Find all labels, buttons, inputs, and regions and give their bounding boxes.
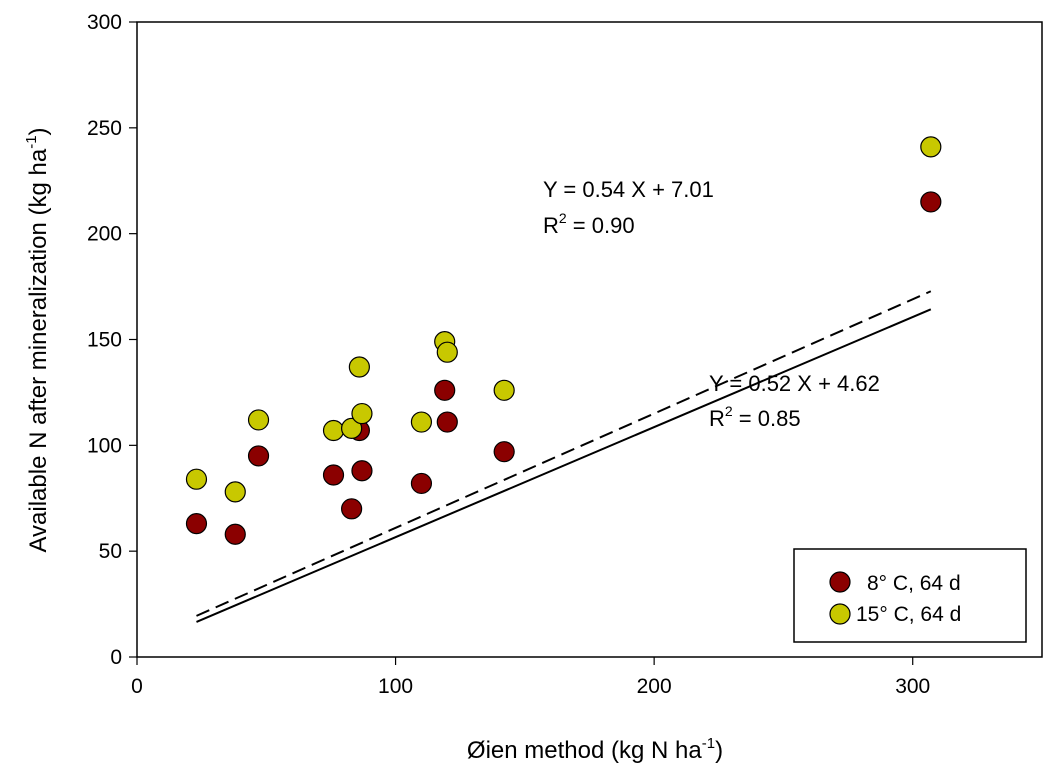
y-tick-label: 100 (87, 434, 122, 457)
y-tick-label: 50 (99, 540, 122, 563)
data-point-8c (434, 379, 456, 401)
y-tick-label: 0 (110, 646, 122, 669)
data-point-8c (341, 498, 363, 520)
data-point-15c (351, 402, 373, 425)
x-tick-label: 0 (131, 675, 143, 698)
y-tick-label: 300 (87, 11, 122, 34)
x-axis-title: Øien method (kg N ha-1) (467, 735, 723, 764)
legend-label-8c: 8° C, 64 d (867, 572, 961, 595)
data-point-8c (436, 411, 458, 433)
regression-line-15c (196, 290, 932, 617)
data-point-15c (410, 411, 433, 433)
data-point-15c (247, 409, 270, 431)
data-point-15c (185, 468, 208, 490)
data-point-15c (341, 417, 363, 439)
equation-8c-line1: Y = 0.52 X + 4.62 (709, 371, 880, 396)
x-tick-label: 300 (895, 675, 930, 698)
equation-15c-line1: Y = 0.54 X + 7.01 (543, 177, 714, 202)
data-point-15c (224, 481, 246, 503)
x-tick-label: 200 (637, 675, 672, 698)
data-point-8c (185, 513, 208, 535)
legend-marker-8c (829, 571, 851, 593)
equation-8c-r2: R2 = 0.85 (709, 403, 801, 431)
data-point-8c (920, 191, 942, 213)
data-point-15c (348, 356, 370, 378)
y-tick-label: 200 (87, 223, 122, 246)
data-point-8c (493, 441, 515, 463)
y-axis-title: Available N after mineralization (kg ha-… (23, 127, 52, 552)
data-point-15c (436, 341, 458, 363)
data-point-15c (920, 136, 942, 158)
legend-marker-15c (829, 603, 851, 625)
y-tick-label: 250 (87, 117, 122, 140)
data-point-8c (322, 464, 345, 486)
x-tick-label: 100 (378, 675, 413, 698)
data-point-8c (410, 472, 433, 495)
data-point-15c (493, 379, 515, 401)
legend: 8° C, 64 d 15° C, 64 d (793, 548, 1027, 643)
data-point-15c (322, 419, 345, 442)
regression-line-8c (196, 308, 932, 623)
data-point-8c (224, 523, 246, 545)
equation-15c-r2: R2 = 0.90 (543, 210, 635, 238)
y-tick-label: 150 (87, 329, 122, 352)
data-point-8c (351, 460, 373, 482)
legend-box (793, 548, 1027, 643)
data-point-8c (247, 445, 270, 467)
legend-label-15c: 15° C, 64 d (856, 603, 961, 626)
